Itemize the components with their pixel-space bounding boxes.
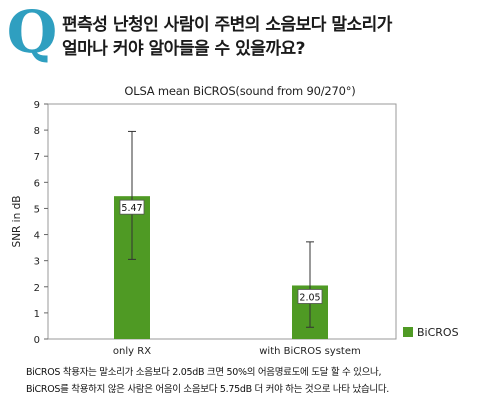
y-tick-label: 2 xyxy=(34,283,40,294)
caption-line-2: BiCROS를 착용하지 않은 사람은 어음이 소음보다 5.75dB 더 커야… xyxy=(26,384,389,395)
chart-title: OLSA mean BiCROS(sound from 90/270°) xyxy=(124,84,356,98)
data-label: 2.05 xyxy=(299,292,320,303)
y-tick-label: 1 xyxy=(34,309,40,320)
y-axis-label: SNR in dB xyxy=(11,196,23,248)
question-header: Q 편측성 난청인 사람이 주변의 소음보다 말소리가 얼마나 커야 알아들을 … xyxy=(0,0,480,62)
plot-frame xyxy=(47,103,397,340)
y-tick-label: 8 xyxy=(34,126,40,137)
legend-swatch xyxy=(403,327,413,337)
y-tick-label: 5 xyxy=(34,204,40,215)
legend-label: BiCROS xyxy=(417,326,459,339)
y-tick-label: 9 xyxy=(34,100,40,111)
x-tick-label: with BiCROS system xyxy=(259,346,361,357)
question-line-2: 얼마나 커야 알아들을 수 있을까요? xyxy=(62,39,306,59)
data-label-box xyxy=(119,199,145,215)
question-line-1: 편측성 난청인 사람이 주변의 소음보다 말소리가 xyxy=(62,15,392,35)
q-badge: Q xyxy=(6,0,58,66)
y-tick-label: 3 xyxy=(34,257,40,268)
y-tick-label: 6 xyxy=(34,178,40,189)
y-tick-label: 7 xyxy=(34,152,40,163)
y-tick-label: 0 xyxy=(34,335,40,346)
y-tick-label: 4 xyxy=(34,231,40,242)
data-label-box xyxy=(297,289,323,304)
data-label: 5.47 xyxy=(121,203,142,214)
x-tick-label: only RX xyxy=(113,346,151,357)
caption-line-1: BiCROS 착용자는 말소리가 소음보다 2.05dB 크면 50%의 어음명… xyxy=(26,367,382,378)
